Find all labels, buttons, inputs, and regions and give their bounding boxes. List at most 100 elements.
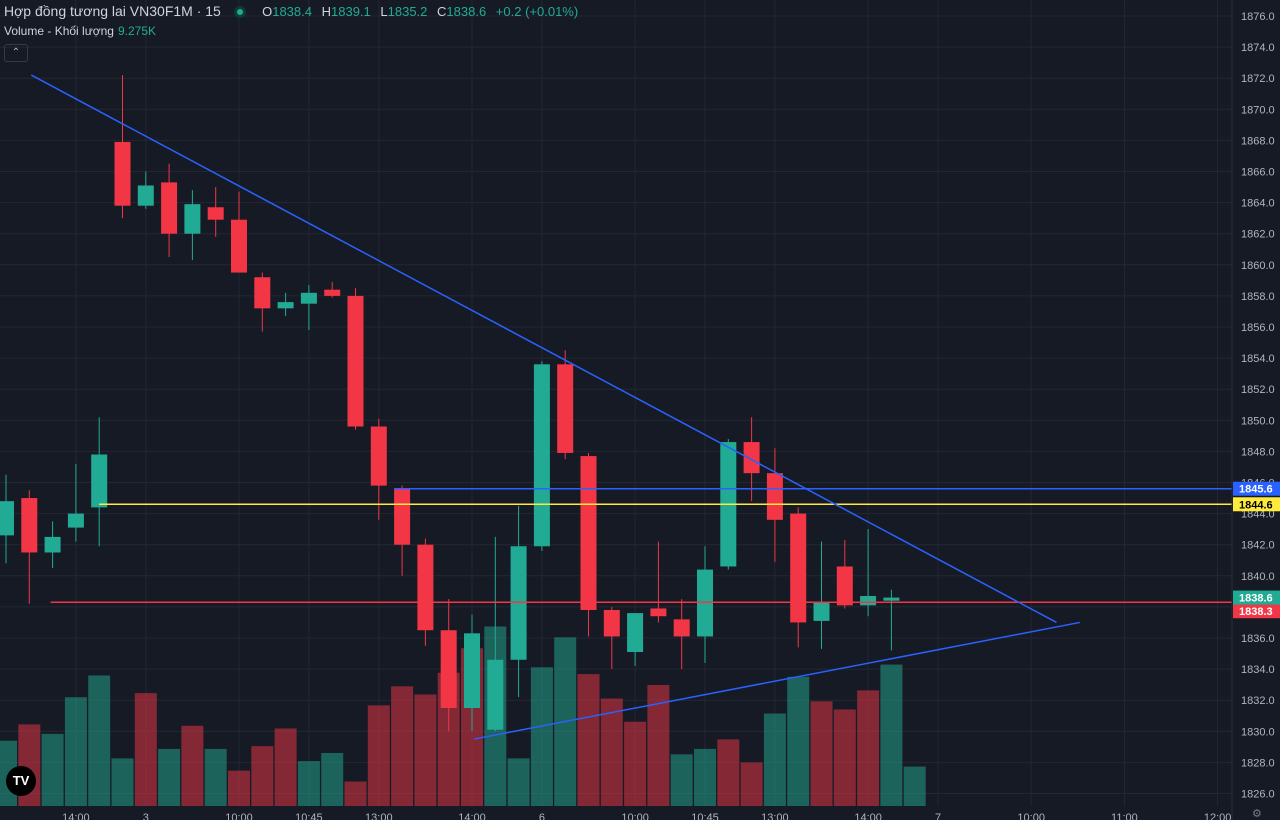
volume-bar <box>530 667 553 806</box>
candle-body <box>254 277 271 309</box>
volume-bar <box>694 748 716 806</box>
x-tick-label: 7 <box>935 812 941 820</box>
volume-bar <box>88 675 111 806</box>
tradingview-logo[interactable]: TV <box>6 766 36 796</box>
volume-bar <box>367 705 390 806</box>
candle-body <box>766 473 783 520</box>
candle-body <box>580 456 597 611</box>
y-tick-label: 1836.0 <box>1241 633 1275 645</box>
volume-label[interactable]: Volume - Khối lượng <box>4 24 114 38</box>
volume-bar <box>344 781 367 806</box>
candle-body <box>650 608 667 617</box>
candle-body <box>67 513 84 528</box>
y-tick-label: 1834.0 <box>1241 664 1275 676</box>
x-tick-label: 14:00 <box>854 812 882 820</box>
y-tick-label: 1842.0 <box>1241 540 1275 552</box>
candle-body <box>417 544 434 631</box>
candle-body <box>743 442 760 474</box>
volume-bar <box>857 690 880 806</box>
y-tick-label: 1868.0 <box>1241 135 1275 147</box>
volume-bar <box>204 748 227 806</box>
y-tick-label: 1856.0 <box>1241 322 1275 334</box>
volume-bar <box>577 674 600 806</box>
volume-bar <box>507 758 530 806</box>
volume-bar <box>321 752 344 806</box>
candle-body <box>394 488 411 545</box>
candle-body <box>883 597 900 601</box>
trendline <box>473 621 1080 740</box>
volume-bar <box>158 748 181 806</box>
chevron-up-icon[interactable]: ⌃ <box>4 44 28 62</box>
candle-body <box>114 141 131 206</box>
x-tick-label: 10:45 <box>691 812 719 820</box>
volume-bar <box>274 728 297 806</box>
change-value: +0.2 (+0.01%) <box>495 4 579 19</box>
candle-body <box>324 289 341 296</box>
y-tick-label: 1876.0 <box>1241 11 1275 23</box>
symbol-legend: Hợp đồng tương lai VN30F1M · 15 O1838.4 … <box>4 3 578 19</box>
candle-body <box>207 207 224 220</box>
market-status-icon[interactable] <box>234 6 247 18</box>
open-value: 1838.4 <box>272 4 312 19</box>
high-value: 1839.1 <box>331 4 371 19</box>
candle-body <box>277 302 294 309</box>
volume-bar <box>228 770 250 806</box>
y-tick-label: 1870.0 <box>1241 104 1275 116</box>
y-tick-label: 1866.0 <box>1241 167 1275 179</box>
volume-bar <box>64 697 87 806</box>
candle-body <box>487 659 504 730</box>
volume-bar <box>763 713 786 806</box>
symbol-title[interactable]: Hợp đồng tương lai VN30F1M · 15 <box>4 3 221 19</box>
volume-bar <box>903 766 926 806</box>
volume-bar <box>833 709 856 806</box>
y-tick-label: 1830.0 <box>1241 726 1275 738</box>
volume-bar <box>41 733 64 806</box>
candle-body <box>673 619 690 637</box>
price-axis <box>1232 0 1280 820</box>
candle-body <box>603 610 620 637</box>
y-tick-label: 1872.0 <box>1241 73 1275 85</box>
open-label: O <box>262 4 273 19</box>
y-tick-label: 1852.0 <box>1241 384 1275 396</box>
x-tick-label: 10:00 <box>225 812 253 820</box>
low-value: 1835.2 <box>387 4 428 19</box>
candle-body <box>697 569 713 637</box>
price-tag-label: 1838.6 <box>1239 593 1273 605</box>
candle-body <box>184 204 201 234</box>
x-tick-label: 11:00 <box>1111 812 1138 820</box>
candle-body <box>790 513 807 623</box>
x-tick-label: 10:00 <box>621 812 649 820</box>
x-tick-label: 12:00 <box>1204 812 1232 820</box>
candle-body <box>813 602 830 621</box>
candle-body <box>533 364 550 547</box>
volume-bar <box>111 758 134 806</box>
candle-body <box>21 498 38 553</box>
y-tick-label: 1828.0 <box>1241 757 1275 769</box>
settings-icon[interactable]: ⚙ <box>1252 808 1262 820</box>
x-tick-label: 14:00 <box>458 812 486 820</box>
y-tick-label: 1840.0 <box>1241 571 1275 583</box>
x-tick-label: 6 <box>539 812 545 820</box>
volume-bar <box>600 698 623 806</box>
y-tick-label: 1854.0 <box>1241 353 1275 365</box>
y-tick-label: 1848.0 <box>1241 446 1275 458</box>
volume-bar <box>717 739 740 806</box>
high-label: H <box>321 4 331 19</box>
price-tag <box>1233 497 1280 512</box>
candle-body <box>161 182 178 234</box>
volume-bar <box>134 693 157 806</box>
y-tick-label: 1850.0 <box>1241 415 1275 427</box>
candle-body <box>860 596 877 606</box>
volume-bar <box>624 721 647 806</box>
volume-bar <box>647 684 670 806</box>
volume-bar <box>787 676 810 806</box>
close-label: C <box>437 4 447 19</box>
volume-bar <box>670 754 693 806</box>
volume-bar <box>391 686 414 806</box>
candle-body <box>557 364 574 453</box>
y-tick-label: 1844.0 <box>1241 509 1275 521</box>
candle-body <box>510 546 527 660</box>
candle-body <box>836 566 853 606</box>
y-tick-label: 1860.0 <box>1241 260 1275 272</box>
